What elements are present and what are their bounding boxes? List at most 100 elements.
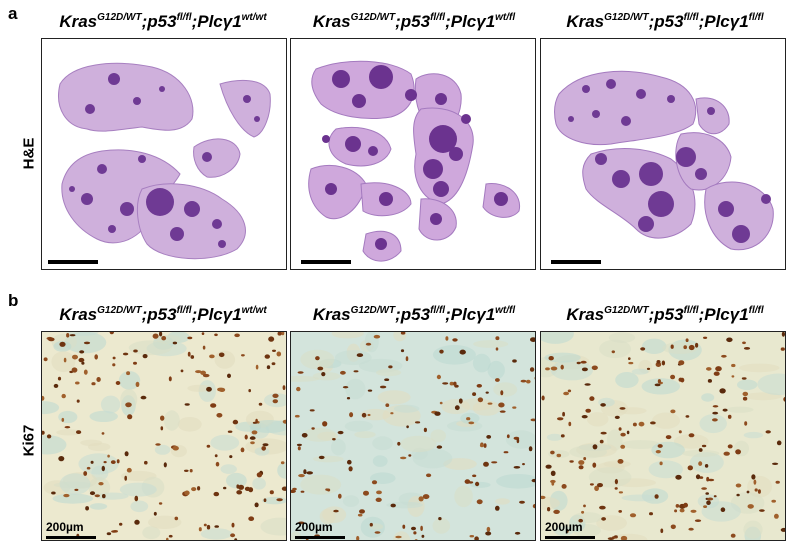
stained-nucleus	[424, 428, 427, 432]
stained-nucleus	[250, 441, 255, 444]
stained-nucleus	[47, 434, 51, 438]
stained-nucleus	[91, 382, 95, 385]
tissue-texture	[433, 518, 451, 534]
stained-nucleus	[347, 460, 352, 465]
stained-nucleus	[619, 491, 623, 493]
stained-nucleus	[597, 483, 603, 487]
stained-nucleus	[721, 507, 726, 512]
tissue-texture	[226, 473, 247, 488]
stained-nucleus	[468, 422, 474, 425]
stained-nucleus	[748, 504, 754, 509]
stained-nucleus	[620, 407, 626, 410]
stained-nucleus	[332, 438, 336, 440]
stained-nucleus	[491, 461, 497, 463]
stained-nucleus	[270, 490, 274, 494]
stained-nucleus	[484, 443, 487, 448]
tissue-texture	[622, 495, 659, 502]
stained-nucleus	[453, 382, 456, 386]
stained-nucleus	[214, 334, 218, 337]
stained-nucleus	[107, 455, 110, 458]
tissue-texture	[221, 464, 237, 474]
tissue-texture	[80, 440, 102, 446]
stained-nucleus	[615, 416, 620, 419]
stained-nucleus	[214, 492, 220, 496]
stained-nucleus	[612, 350, 615, 353]
stained-nucleus	[219, 353, 225, 358]
stained-nucleus	[486, 435, 491, 439]
stained-nucleus	[395, 536, 401, 538]
stained-nucleus	[478, 397, 483, 402]
stained-nucleus	[472, 475, 476, 478]
tissue-texture	[569, 446, 607, 459]
tissue-texture	[260, 518, 287, 536]
stained-nucleus	[561, 434, 565, 437]
stained-nucleus	[649, 512, 653, 515]
stained-nucleus	[296, 387, 300, 391]
genotype-title-a1: KrasG12D/WT;p53fl/fl;Plcγ1wt/wt	[38, 12, 288, 32]
stained-nucleus	[691, 510, 697, 513]
stained-nucleus	[670, 375, 675, 380]
stained-nucleus	[376, 491, 382, 495]
stained-nucleus	[411, 527, 416, 531]
stained-nucleus	[782, 332, 785, 337]
stained-nucleus	[683, 345, 687, 349]
stained-nucleus	[338, 494, 342, 499]
tissue-texture	[372, 436, 393, 450]
tissue-texture	[130, 501, 148, 513]
stained-nucleus	[333, 510, 338, 513]
stained-nucleus	[376, 498, 382, 502]
stained-nucleus	[133, 362, 137, 365]
stained-nucleus	[413, 531, 416, 534]
stained-nucleus	[368, 390, 372, 392]
tissue-texture	[345, 421, 373, 432]
stained-nucleus	[723, 409, 728, 412]
stained-nucleus	[585, 409, 591, 413]
stained-nucleus	[191, 487, 196, 491]
stained-nucleus	[698, 461, 702, 466]
tissue-texture	[701, 393, 714, 401]
stained-nucleus	[252, 430, 258, 434]
tissue-texture	[496, 474, 536, 489]
stained-nucleus	[72, 355, 78, 360]
tissue-texture	[726, 407, 753, 413]
stained-nucleus	[234, 334, 240, 338]
stained-nucleus	[744, 347, 750, 350]
stained-nucleus	[487, 527, 491, 532]
genotype-title-b1: KrasG12D/WT;p53fl/fl;Plcγ1wt/wt	[38, 305, 288, 325]
stained-nucleus	[466, 417, 470, 420]
stained-nucleus	[474, 536, 479, 541]
stained-nucleus	[202, 332, 205, 335]
stained-nucleus	[359, 509, 365, 513]
tissue-texture	[734, 441, 749, 456]
stained-nucleus	[199, 527, 202, 531]
stained-nucleus	[315, 356, 320, 360]
stained-nucleus	[245, 487, 250, 491]
stained-nucleus	[125, 451, 129, 456]
panel-b-letter: b	[8, 291, 18, 311]
stained-nucleus	[70, 334, 76, 336]
stained-nucleus	[561, 365, 564, 370]
stained-nucleus	[660, 529, 663, 534]
stained-nucleus	[633, 423, 637, 427]
stained-nucleus	[380, 386, 386, 389]
stained-nucleus	[66, 333, 69, 338]
stained-nucleus	[696, 474, 700, 479]
stained-nucleus	[498, 403, 504, 408]
tissue-texture	[354, 431, 375, 438]
stained-nucleus	[343, 386, 348, 388]
stained-nucleus	[62, 418, 65, 422]
stained-nucleus	[281, 461, 285, 464]
stained-nucleus	[164, 462, 167, 467]
stained-nucleus	[216, 462, 220, 467]
stained-nucleus	[439, 350, 443, 354]
tissue-texture	[394, 405, 419, 413]
stained-nucleus	[686, 415, 690, 418]
stained-nucleus	[437, 375, 441, 379]
stained-nucleus	[397, 442, 400, 446]
stained-nucleus	[349, 466, 353, 471]
stained-nucleus	[590, 483, 594, 485]
stained-nucleus	[90, 491, 95, 495]
stained-nucleus	[507, 434, 510, 438]
stained-nucleus	[366, 343, 371, 346]
tissue-texture	[493, 382, 517, 396]
